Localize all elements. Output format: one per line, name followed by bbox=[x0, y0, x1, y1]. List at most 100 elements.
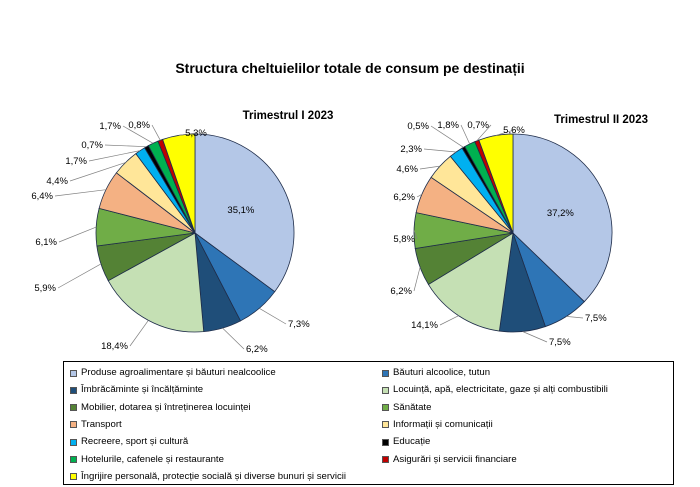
pie-slice bbox=[427, 232, 514, 332]
data-label: 6,1% bbox=[35, 237, 57, 248]
legend-label: Hotelurile, cafenele și restaurante bbox=[81, 453, 224, 465]
data-label: 0,7% bbox=[467, 120, 489, 131]
legend-swatch bbox=[70, 386, 77, 394]
legend-swatch bbox=[382, 421, 389, 429]
data-label: 0,5% bbox=[407, 121, 429, 132]
legend-swatch bbox=[70, 438, 77, 446]
pie-slice bbox=[162, 133, 196, 234]
data-label: 1,7% bbox=[65, 156, 87, 167]
data-label: 4,4% bbox=[46, 176, 68, 187]
pie-chart-q1: Trimestrul I 2023 35,1% 7,3% 6,2% 18,4% 5,9% 6… bbox=[31, 110, 333, 355]
legend-swatch bbox=[382, 369, 389, 377]
leader-line bbox=[222, 327, 245, 350]
leader-line bbox=[129, 320, 149, 347]
data-label: 1,7% bbox=[99, 121, 121, 132]
data-label: 4,6% bbox=[396, 164, 418, 175]
leader-line bbox=[413, 230, 418, 240]
legend-item: Sănătate bbox=[382, 402, 431, 414]
leader-line bbox=[522, 331, 548, 343]
data-label: 2,3% bbox=[400, 144, 422, 155]
chart-title: Structura cheltuielilor totale de consum… bbox=[175, 60, 525, 76]
legend-swatch bbox=[382, 438, 389, 446]
legend-item: Educație bbox=[382, 436, 430, 448]
legend-item: Informații și comunicații bbox=[382, 419, 493, 431]
legend-label: Îngrijire personală, protecție socială ș… bbox=[81, 470, 347, 482]
leader-line bbox=[419, 165, 441, 170]
leader-line bbox=[423, 148, 457, 153]
leader-line bbox=[416, 193, 423, 198]
legend-item: Transport bbox=[70, 419, 122, 431]
pie-slice bbox=[478, 133, 514, 234]
legend-item: Îngrijire personală, protecție socială ș… bbox=[70, 471, 346, 483]
pie-slice bbox=[512, 133, 613, 303]
data-label: 5,8% bbox=[393, 234, 415, 245]
legend-label: Sănătate bbox=[393, 401, 432, 413]
data-label: 7,5% bbox=[585, 313, 607, 324]
legend-item: Mobilier, dotarea și întreținerea locuin… bbox=[70, 402, 251, 414]
legend-swatch bbox=[70, 369, 77, 377]
leader-line bbox=[69, 162, 126, 182]
legend-label: Transport bbox=[81, 418, 122, 430]
leader-line bbox=[58, 226, 97, 243]
data-label: 0,8% bbox=[128, 120, 150, 131]
data-label: 14,1% bbox=[411, 320, 438, 331]
leader-line bbox=[566, 316, 584, 319]
pie-slice bbox=[194, 133, 295, 293]
legend-swatch bbox=[70, 404, 77, 412]
data-label: 7,3% bbox=[288, 319, 310, 330]
leader-line bbox=[88, 150, 141, 162]
data-label: 5,6% bbox=[503, 125, 525, 136]
leader-line bbox=[430, 125, 464, 148]
legend-item: Băuturi alcoolice, tutun bbox=[382, 367, 490, 379]
data-label: 6,2% bbox=[393, 192, 415, 203]
legend-label: Recreere, sport și cultură bbox=[81, 436, 189, 448]
legend-label: Produse agroalimentare și băuturi nealco… bbox=[81, 367, 276, 378]
legend-item: Hotelurile, cafenele și restaurante bbox=[70, 454, 224, 466]
pie-subtitle: Trimestrul II 2023 bbox=[554, 114, 648, 126]
leader-line bbox=[495, 129, 515, 136]
data-label: 0,7% bbox=[81, 140, 103, 151]
data-label: 7,5% bbox=[549, 337, 571, 348]
leader-line bbox=[439, 315, 459, 326]
legend-swatch bbox=[70, 473, 77, 481]
data-label: 5,9% bbox=[34, 283, 56, 294]
data-label: 6,2% bbox=[246, 344, 268, 355]
legend-item: Produse agroalimentare și băuturi nealco… bbox=[70, 367, 276, 379]
legend-swatch bbox=[70, 421, 77, 429]
legend-label: Asigurări și servicii financiare bbox=[393, 453, 517, 465]
leader-line bbox=[122, 125, 154, 144]
legend-label: Informații și comunicații bbox=[393, 418, 493, 430]
leader-line bbox=[476, 124, 492, 142]
leader-line bbox=[460, 124, 471, 145]
data-label: 37,2% bbox=[547, 208, 574, 219]
leader-line bbox=[104, 144, 147, 148]
data-label: 18,4% bbox=[101, 341, 128, 352]
legend-label: Locuință, apă, electricitate, gaze și al… bbox=[393, 384, 608, 396]
legend: Produse agroalimentare și băuturi nealco… bbox=[63, 361, 674, 485]
data-label: 1,8% bbox=[437, 120, 459, 131]
legend-item: Îmbrăcăminte și încălțăminte bbox=[70, 384, 203, 396]
legend-label: Mobilier, dotarea și întreținerea locuin… bbox=[81, 401, 251, 413]
data-label: 35,1% bbox=[227, 205, 254, 216]
pie-subtitle: Trimestrul I 2023 bbox=[243, 110, 334, 122]
legend-label: Îmbrăcăminte și încălțăminte bbox=[81, 384, 204, 396]
legend-item: Locuință, apă, electricitate, gaze și al… bbox=[382, 384, 608, 396]
pie-chart-q2: Trimestrul II 2023 37,2% 7,5% 7,5% 14,1% 6,2%… bbox=[390, 114, 648, 348]
data-label: 6,4% bbox=[31, 191, 53, 202]
data-label: 6,2% bbox=[390, 286, 412, 297]
leader-line bbox=[151, 124, 161, 141]
legend-item: Recreere, sport și cultură bbox=[70, 436, 188, 448]
leader-line bbox=[54, 189, 107, 197]
leader-line bbox=[259, 307, 287, 325]
data-label: 5,3% bbox=[185, 128, 207, 139]
legend-label: Băuturi alcoolice, tutun bbox=[393, 367, 491, 378]
leader-line bbox=[413, 267, 421, 292]
legend-swatch bbox=[70, 456, 77, 463]
legend-swatch bbox=[382, 386, 389, 394]
legend-label: Educație bbox=[393, 436, 431, 448]
legend-swatch bbox=[382, 456, 389, 463]
legend-swatch bbox=[382, 404, 389, 412]
legend-item: Asigurări și servicii financiare bbox=[382, 454, 517, 466]
leader-line bbox=[57, 263, 102, 289]
leader-line bbox=[178, 132, 197, 136]
